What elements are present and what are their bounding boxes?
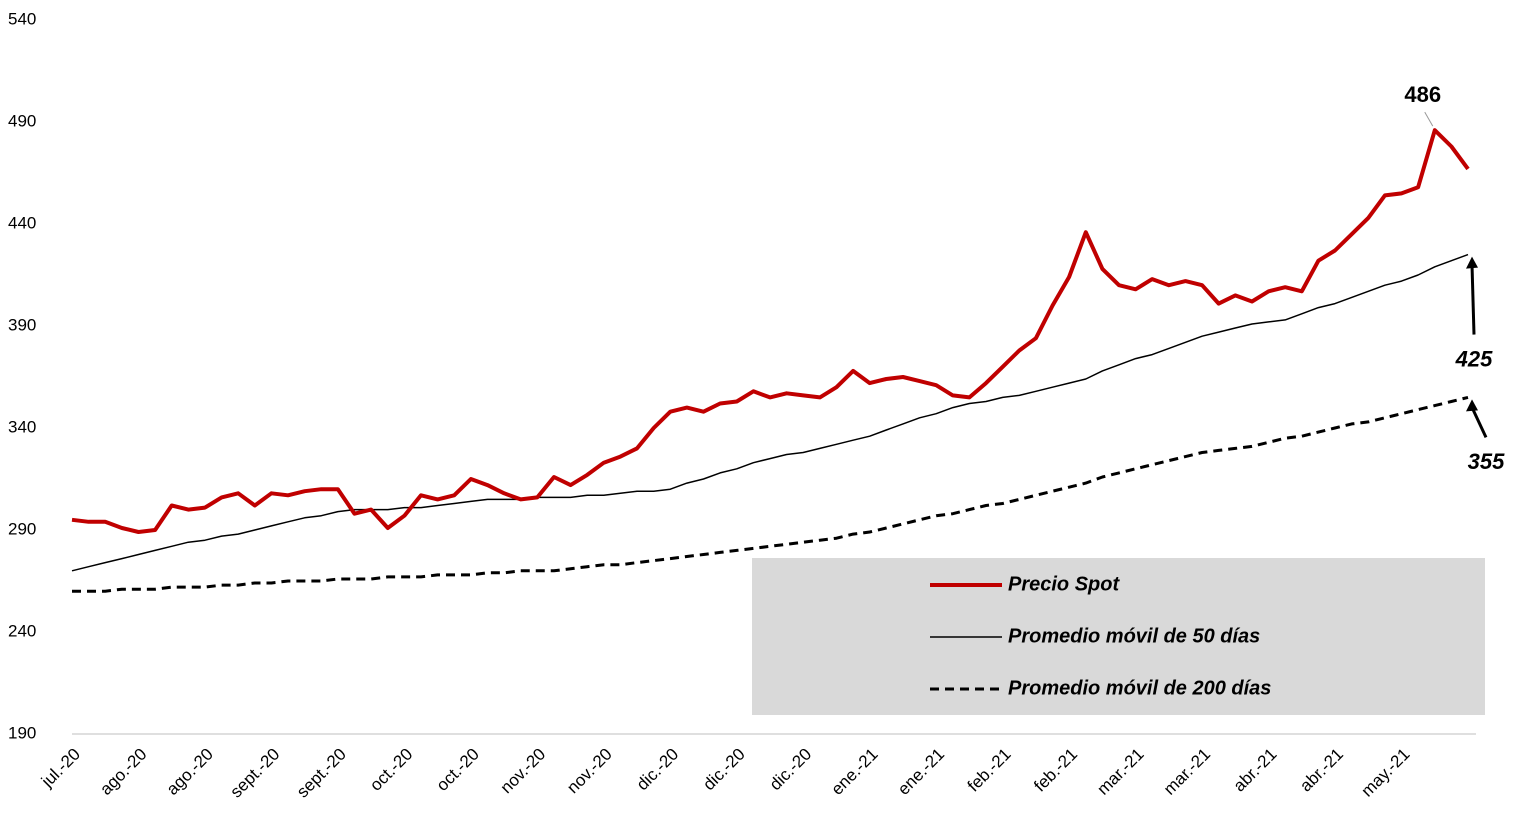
x-tick-label: ago.-20 — [96, 745, 150, 799]
series-line — [71, 128, 1470, 534]
data-label: 355 — [1468, 449, 1505, 474]
y-tick-label: 490 — [8, 111, 36, 130]
x-tick-label: feb.-21 — [964, 745, 1015, 796]
x-tick-label: dic.-20 — [699, 745, 749, 795]
series-line — [72, 395, 1469, 593]
legend-label: Promedio móvil de 200 días — [1008, 677, 1271, 699]
legend-box — [752, 558, 1485, 715]
x-tick-label: jul.-20 — [37, 745, 84, 792]
x-tick-label: dic.-20 — [766, 745, 816, 795]
x-tick-label: may.-21 — [1358, 745, 1414, 801]
arrow-line — [1470, 406, 1488, 439]
x-tick-label: abr.-21 — [1230, 745, 1281, 796]
x-tick-label: nov.-20 — [563, 745, 616, 798]
y-tick-label: 390 — [8, 315, 36, 334]
x-tick-label: mar.-21 — [1160, 745, 1214, 799]
x-tick-label: dic.-20 — [633, 745, 683, 795]
leader-line — [1424, 111, 1434, 127]
x-tick-label: ene.-21 — [827, 745, 881, 799]
data-label: 486 — [1404, 82, 1441, 107]
x-tick-label: sept.-20 — [293, 745, 350, 802]
x-tick-label: nov.-20 — [497, 745, 550, 798]
y-tick-label: 440 — [8, 213, 36, 232]
arrow-head — [1466, 399, 1478, 412]
x-tick-label: oct.-20 — [366, 745, 416, 795]
x-tick-label: ene.-21 — [894, 745, 948, 799]
y-tick-label: 540 — [8, 9, 36, 28]
y-tick-label: 190 — [8, 723, 36, 742]
x-tick-label: ago.-20 — [163, 745, 217, 799]
arrow-line — [1470, 264, 1476, 335]
x-tick-label: oct.-20 — [433, 745, 483, 795]
x-tick-label: sept.-20 — [227, 745, 284, 802]
x-tick-label: feb.-21 — [1030, 745, 1081, 796]
y-tick-label: 240 — [8, 621, 36, 640]
series-line — [71, 253, 1469, 572]
legend-label: Precio Spot — [1008, 573, 1120, 595]
legend-label: Promedio móvil de 50 días — [1008, 625, 1260, 647]
y-tick-label: 340 — [8, 417, 36, 436]
x-tick-label: mar.-21 — [1093, 745, 1147, 799]
y-tick-label: 290 — [8, 519, 36, 538]
x-tick-label: abr.-21 — [1296, 745, 1347, 796]
arrow-head — [1466, 256, 1478, 269]
data-label: 425 — [1455, 346, 1493, 371]
